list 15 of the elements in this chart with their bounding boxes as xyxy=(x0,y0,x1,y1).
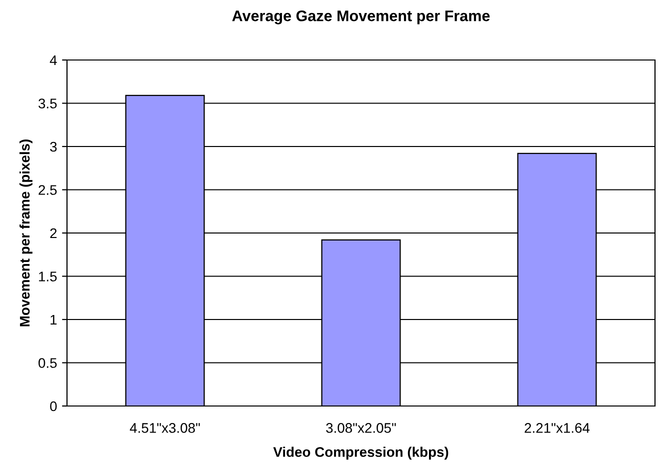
x-axis-title: Video Compression (kbps) xyxy=(273,446,448,460)
x-tick-label: 2.21"x1.64 xyxy=(524,423,590,433)
y-tick-label: 2.5 xyxy=(38,185,57,195)
x-tick-label: 3.08"x2.05" xyxy=(326,423,396,433)
y-tick-label: 4 xyxy=(50,55,57,66)
y-tick-label: 1 xyxy=(50,314,57,325)
y-tick-label: 1.5 xyxy=(39,272,57,282)
y-tick-label: 3.5 xyxy=(38,98,57,108)
y-tick-label: 0.5 xyxy=(38,358,57,368)
x-tick-label: 4.51"x3.08" xyxy=(130,423,200,433)
chart-title: Average Gaze Movement per Frame xyxy=(232,10,490,24)
y-tick-label: 0 xyxy=(50,401,57,412)
y-tick-label: 2 xyxy=(50,228,57,238)
y-tick-label: 3 xyxy=(50,142,57,152)
y-axis-title: Movement per frame (pixels) xyxy=(19,140,32,326)
